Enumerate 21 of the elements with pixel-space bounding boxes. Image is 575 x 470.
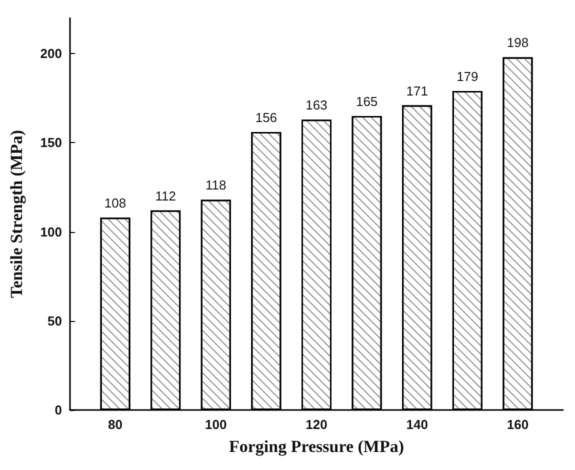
data-label: 112 — [155, 188, 176, 204]
data-label: 198 — [506, 35, 529, 50]
data-label: 156 — [255, 110, 278, 126]
y-axis-title: Tensile Strength (MPa) — [7, 130, 26, 298]
data-label: 163 — [306, 98, 328, 113]
y-tick-label: 150 — [40, 135, 62, 150]
x-axis-title: Forging Pressure (MPa) — [229, 437, 404, 456]
data-label: 165 — [356, 94, 378, 109]
x-tick-label: 100 — [205, 417, 227, 432]
data-label: 118 — [206, 178, 226, 193]
x-tick-label: 120 — [306, 417, 328, 432]
data-label: 171 — [406, 83, 428, 98]
x-tick-label: 80 — [108, 417, 123, 432]
x-tick-label: 140 — [406, 417, 428, 432]
data-label: 108 — [104, 196, 126, 211]
x-tick-label: 160 — [506, 417, 529, 432]
y-tick-label: 100 — [40, 224, 62, 240]
y-tick-label: 0 — [54, 402, 62, 418]
y-tick-label: 50 — [48, 313, 62, 328]
y-tick-label: 200 — [40, 46, 62, 62]
data-label: 179 — [456, 69, 478, 84]
